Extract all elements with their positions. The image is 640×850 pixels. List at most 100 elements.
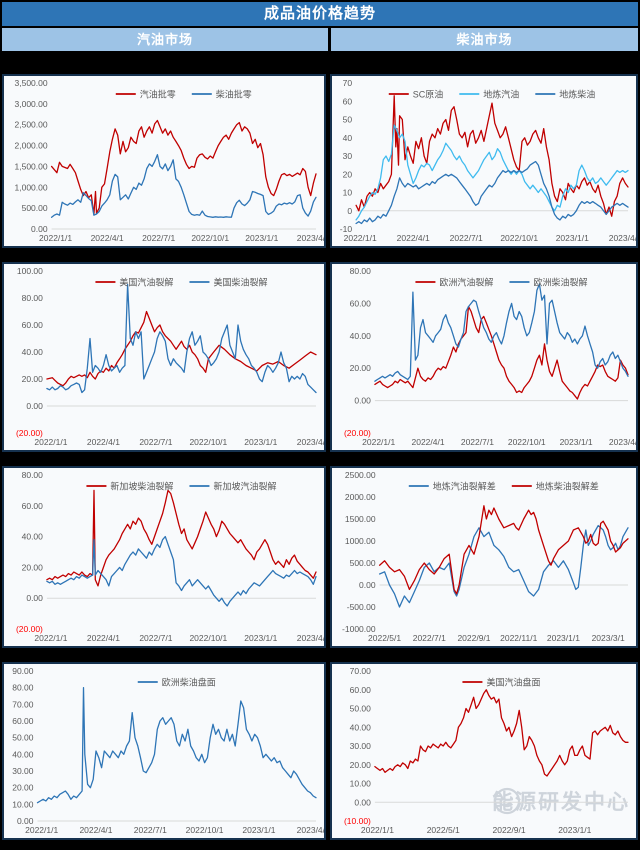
us-gasoline-futures-chart-panel: 能源研发中心 70.00 60.00 50.00 40.00 30.00 20.00 10.… [330, 662, 638, 840]
svg-text:2022/4/1: 2022/4/1 [91, 233, 124, 243]
svg-text:2023/1/1: 2023/1/1 [244, 633, 277, 643]
svg-text:2022/7/1: 2022/7/1 [142, 233, 175, 243]
svg-text:20.00: 20.00 [350, 363, 372, 373]
svg-text:2022/9/1: 2022/9/1 [457, 633, 490, 643]
svg-text:60.00: 60.00 [22, 320, 44, 330]
us-gasoline-futures-chart-svg: 70.00 60.00 50.00 40.00 30.00 20.00 10.00 0.00 (… [344, 666, 629, 835]
singapore-crack-spread-chart-panel: 80.00 60.00 40.00 20.00 0.00 (20.00) 2022/1/1 2… [2, 466, 326, 648]
svg-text:地炼柴油裂解差: 地炼柴油裂解差 [536, 481, 599, 492]
svg-text:新加坡柴油裂解: 新加坡柴油裂解 [110, 481, 173, 492]
svg-text:地炼汽油: 地炼汽油 [483, 89, 519, 100]
singapore-crack-spread-chart-svg: 80.00 60.00 40.00 20.00 0.00 (20.00)2022/1/1 2… [16, 470, 324, 643]
svg-text:2022/7/1: 2022/7/1 [134, 825, 167, 835]
local-refinery-crack-diff-chart-panel: 2500.00 2000.00 1500.00 1000.00 500.00 0.00 -5… [330, 466, 638, 648]
svg-text:2022/10/1: 2022/10/1 [191, 233, 229, 243]
svg-text:2022/4/1: 2022/4/1 [87, 633, 120, 643]
svg-text:2022/7/1: 2022/7/1 [139, 633, 172, 643]
svg-text:2022/10/1: 2022/10/1 [186, 825, 224, 835]
svg-text:30: 30 [343, 151, 353, 161]
svg-text:20.00: 20.00 [12, 783, 34, 793]
svg-text:1,500.00: 1,500.00 [15, 161, 48, 171]
svg-text:90.00: 90.00 [12, 666, 34, 676]
svg-text:2022/7/1: 2022/7/1 [139, 437, 172, 447]
us-crack-spread-chart-legend: 美国汽油裂解 美国柴油裂解 [95, 277, 267, 288]
svg-text:20.00: 20.00 [350, 760, 372, 770]
svg-text:2022/1/1: 2022/1/1 [344, 233, 377, 243]
svg-text:1,000.00: 1,000.00 [15, 182, 48, 192]
svg-text:2022/1/1: 2022/1/1 [25, 825, 58, 835]
svg-text:60.00: 60.00 [350, 298, 372, 308]
svg-text:汽油批零: 汽油批零 [140, 89, 176, 100]
svg-text:2022/4/1: 2022/4/1 [412, 437, 445, 447]
svg-text:2022/4/1: 2022/4/1 [397, 233, 430, 243]
svg-text:欧洲汽油裂解: 欧洲汽油裂解 [439, 277, 493, 288]
svg-text:70: 70 [343, 78, 353, 88]
svg-text:2023/1/1: 2023/1/1 [558, 825, 591, 835]
local-refinery-crack-diff-chart-svg: 2500.00 2000.00 1500.00 1000.00 500.00 0.00 -5… [342, 470, 629, 643]
svg-text:地炼汽油裂解差: 地炼汽油裂解差 [433, 481, 496, 492]
svg-text:500.00: 500.00 [22, 203, 48, 213]
svg-text:60.00: 60.00 [12, 716, 34, 726]
svg-text:80.00: 80.00 [350, 266, 372, 276]
svg-text:2000.00: 2000.00 [345, 492, 376, 502]
svg-text:3,000.00: 3,000.00 [15, 99, 48, 109]
svg-text:60: 60 [343, 96, 353, 106]
svg-text:0.00: 0.00 [17, 816, 34, 826]
svg-text:2023/1/1: 2023/1/1 [547, 633, 580, 643]
svg-text:2022/10/1: 2022/10/1 [189, 633, 227, 643]
svg-text:0.00: 0.00 [354, 797, 371, 807]
svg-text:2023/4/1: 2023/4/1 [297, 233, 324, 243]
svg-text:2023/4/1: 2023/4/1 [297, 437, 324, 447]
svg-text:2023/1/1: 2023/1/1 [556, 233, 589, 243]
svg-text:2023/4/1: 2023/4/1 [297, 825, 324, 835]
svg-text:20.00: 20.00 [22, 562, 44, 572]
svg-text:40.00: 40.00 [22, 532, 44, 542]
svg-text:2022/9/1: 2022/9/1 [492, 825, 525, 835]
report-title-bar: 成品油价格趋势 [2, 2, 638, 26]
svg-text:80.00: 80.00 [22, 293, 44, 303]
svg-text:40.00: 40.00 [22, 347, 44, 357]
svg-text:柴油批零: 柴油批零 [216, 89, 252, 100]
us-crack-spread-chart-svg: 100.0080.0060.0040.0020.000.00(20.00)202… [16, 266, 324, 447]
svg-text:2022/7/1: 2022/7/1 [450, 233, 483, 243]
svg-text:欧洲柴油盘面: 欧洲柴油盘面 [162, 677, 216, 688]
svg-text:10.00: 10.00 [12, 799, 34, 809]
svg-text:0.00: 0.00 [31, 224, 48, 234]
svg-text:10: 10 [343, 188, 353, 198]
svg-text:-10: -10 [340, 224, 353, 234]
wholesale-retail-spread-chart-legend: 汽油批零 柴油批零 [115, 89, 252, 100]
svg-text:0.00: 0.00 [26, 401, 43, 411]
svg-text:0.00: 0.00 [359, 580, 376, 590]
svg-text:40.00: 40.00 [350, 331, 372, 341]
svg-text:2022/1/1: 2022/1/1 [34, 437, 67, 447]
svg-text:2,000.00: 2,000.00 [15, 141, 48, 151]
svg-text:SC原油: SC原油 [413, 89, 444, 100]
svg-text:-500.00: -500.00 [347, 602, 376, 612]
svg-text:2023/1/1: 2023/1/1 [244, 437, 277, 447]
svg-text:美国汽油裂解: 美国汽油裂解 [119, 277, 173, 288]
svg-text:2023/1/1: 2023/1/1 [245, 233, 278, 243]
svg-text:100.00: 100.00 [17, 266, 43, 276]
svg-text:2022/10/1: 2022/10/1 [500, 233, 538, 243]
svg-text:2023/1/1: 2023/1/1 [242, 825, 275, 835]
svg-text:0: 0 [347, 206, 352, 216]
wholesale-retail-spread-chart-svg: 3,500.00 3,000.00 2,500.00 2,000.00 1,500.00… [15, 78, 324, 243]
singapore-crack-spread-chart-legend: 新加坡柴油裂解 新加坡汽油裂解 [86, 481, 276, 492]
svg-text:2022/1/1: 2022/1/1 [362, 437, 395, 447]
local-refinery-crack-diff-chart-legend: 地炼汽油裂解差 地炼柴油裂解差 [408, 481, 599, 492]
europe-diesel-futures-chart-svg: 90.00 80.00 70.00 60.00 50.00 40.00 30.00 20.00… [12, 666, 324, 835]
svg-text:50.00: 50.00 [12, 733, 34, 743]
svg-text:2022/7/1: 2022/7/1 [461, 437, 494, 447]
svg-text:40.00: 40.00 [350, 722, 372, 732]
svg-text:(20.00): (20.00) [16, 428, 43, 438]
svg-text:1000.00: 1000.00 [345, 536, 376, 546]
us-gasoline-futures-chart-legend: 美国汽油盘面 [462, 677, 540, 688]
gasoline-market-header: 汽油市场 [2, 28, 328, 51]
market-header-row: 汽油市场 柴油市场 [2, 28, 638, 51]
svg-text:2022/5/1: 2022/5/1 [368, 633, 401, 643]
svg-text:40: 40 [343, 133, 353, 143]
svg-text:-1000.00: -1000.00 [342, 624, 376, 634]
europe-crack-spread-chart-panel: 80.00 60.00 40.00 20.00 0.00 (20.00) 2022/1/1 2… [330, 262, 638, 452]
svg-text:2023/3/1: 2023/3/1 [592, 633, 625, 643]
